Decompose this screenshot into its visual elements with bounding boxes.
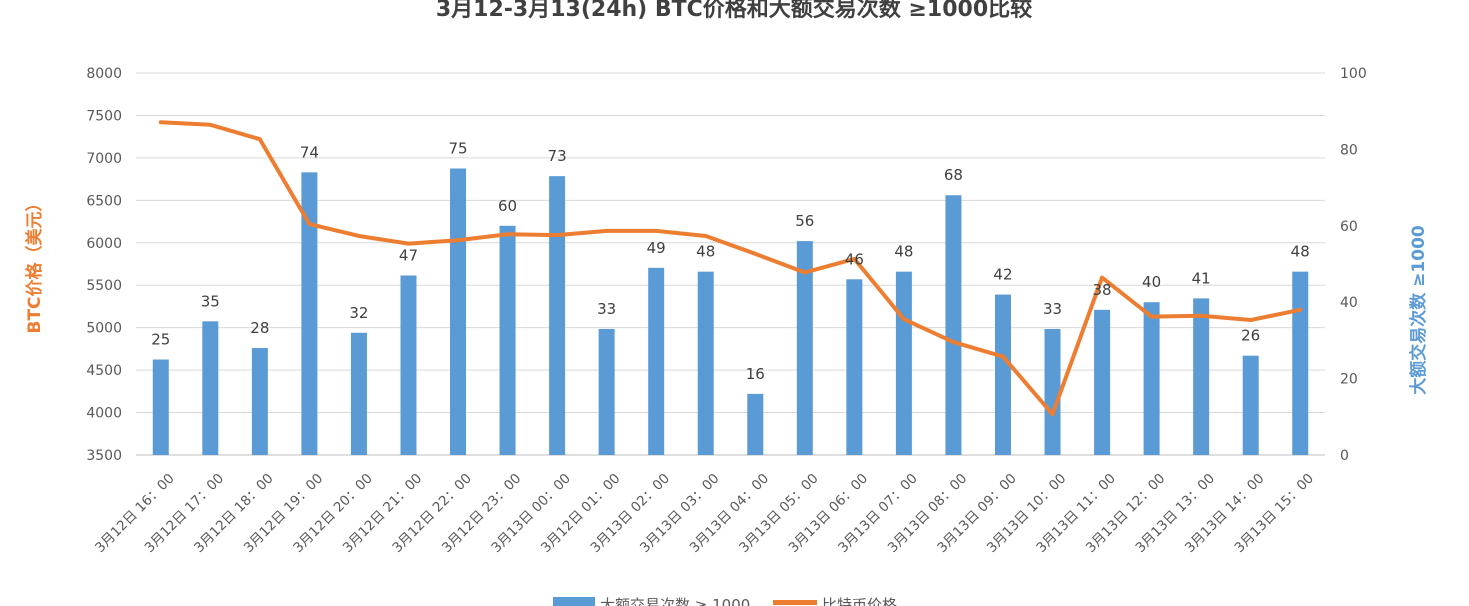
y-axis-right-title: 大额交易次数 ≥1000 bbox=[1408, 225, 1429, 395]
y-left-tick-label: 6000 bbox=[86, 236, 122, 252]
bar bbox=[846, 279, 863, 455]
bar-data-label: 73 bbox=[548, 147, 567, 165]
bar bbox=[796, 241, 813, 455]
bar-data-label: 47 bbox=[399, 246, 418, 264]
bar bbox=[697, 271, 714, 455]
bar bbox=[202, 321, 219, 455]
chart-title: 3月12-3月13(24h) BTC价格和大额交易次数 ≥1000比较 bbox=[436, 0, 1032, 22]
bar bbox=[152, 359, 169, 455]
legend: 大额交易次数 ≥ 1000 比特币价格 bbox=[553, 596, 897, 606]
bar-data-label: 48 bbox=[1291, 243, 1310, 261]
y-left-tick-label: 5000 bbox=[86, 321, 122, 337]
bar bbox=[499, 225, 516, 455]
y-right-tick-label: 100 bbox=[1340, 66, 1367, 82]
bar-data-label: 68 bbox=[944, 166, 963, 184]
bar bbox=[301, 172, 318, 455]
bar bbox=[1044, 328, 1061, 455]
bar bbox=[450, 168, 467, 455]
legend-swatch-bar bbox=[553, 597, 595, 606]
bar-data-label: 16 bbox=[746, 365, 765, 383]
bar bbox=[549, 176, 566, 455]
y-right-tick-label: 0 bbox=[1340, 448, 1349, 464]
bar-data-label: 32 bbox=[349, 304, 368, 322]
y-right-tick-label: 80 bbox=[1340, 142, 1358, 158]
bar-data-label: 26 bbox=[1241, 327, 1260, 345]
bar-data-label: 49 bbox=[647, 239, 666, 257]
price-line bbox=[158, 120, 1303, 417]
y-left-tick-label: 7000 bbox=[86, 151, 122, 167]
bar bbox=[598, 328, 615, 455]
legend-swatch-line bbox=[773, 600, 817, 605]
y-left-tick-label: 6500 bbox=[86, 193, 122, 209]
bar-data-label: 40 bbox=[1142, 273, 1161, 291]
bar bbox=[747, 393, 764, 455]
y-left-tick-label: 5500 bbox=[86, 278, 122, 294]
bar-data-label: 60 bbox=[498, 197, 517, 215]
bar-data-label: 46 bbox=[845, 250, 864, 268]
bar bbox=[1094, 309, 1111, 455]
legend-label-line: 比特币价格 bbox=[822, 596, 897, 606]
bar-data-label: 35 bbox=[201, 292, 220, 310]
bar-data-label: 48 bbox=[696, 243, 715, 261]
y-left-tick-label: 4500 bbox=[86, 363, 122, 379]
bar bbox=[251, 348, 268, 455]
y-left-tick-label: 8000 bbox=[86, 66, 122, 82]
bar bbox=[945, 195, 962, 456]
bar-data-label: 33 bbox=[597, 300, 616, 318]
y-left-tick-label: 3500 bbox=[86, 448, 122, 464]
bar-data-label: 25 bbox=[151, 331, 170, 349]
bar-data-label: 75 bbox=[448, 140, 467, 158]
bar bbox=[400, 275, 417, 455]
y-axis-left-title: BTC价格（美元） bbox=[24, 194, 45, 333]
bar-data-label: 74 bbox=[300, 143, 319, 161]
y-right-tick-label: 60 bbox=[1340, 219, 1358, 235]
bar bbox=[1242, 355, 1259, 455]
bar-data-label: 41 bbox=[1192, 269, 1211, 287]
bar bbox=[1292, 271, 1309, 455]
bar-data-label: 38 bbox=[1093, 281, 1112, 299]
bar bbox=[350, 332, 367, 455]
y-left-tick-label: 7500 bbox=[86, 108, 122, 124]
bar-data-label: 56 bbox=[795, 212, 814, 230]
bar bbox=[1193, 298, 1210, 455]
bar bbox=[1143, 302, 1160, 455]
bar-data-label: 42 bbox=[993, 266, 1012, 284]
legend-label-bar: 大额交易次数 ≥ 1000 bbox=[600, 596, 750, 606]
bar-data-label: 48 bbox=[894, 243, 913, 261]
bar bbox=[895, 271, 912, 455]
bar-data-label: 28 bbox=[250, 319, 269, 337]
bar-data-label: 33 bbox=[1043, 300, 1062, 318]
y-right-tick-label: 20 bbox=[1340, 372, 1358, 388]
bar bbox=[994, 294, 1011, 455]
bar bbox=[648, 267, 665, 455]
y-left-tick-label: 4000 bbox=[86, 406, 122, 422]
y-right-tick-label: 40 bbox=[1340, 295, 1358, 311]
